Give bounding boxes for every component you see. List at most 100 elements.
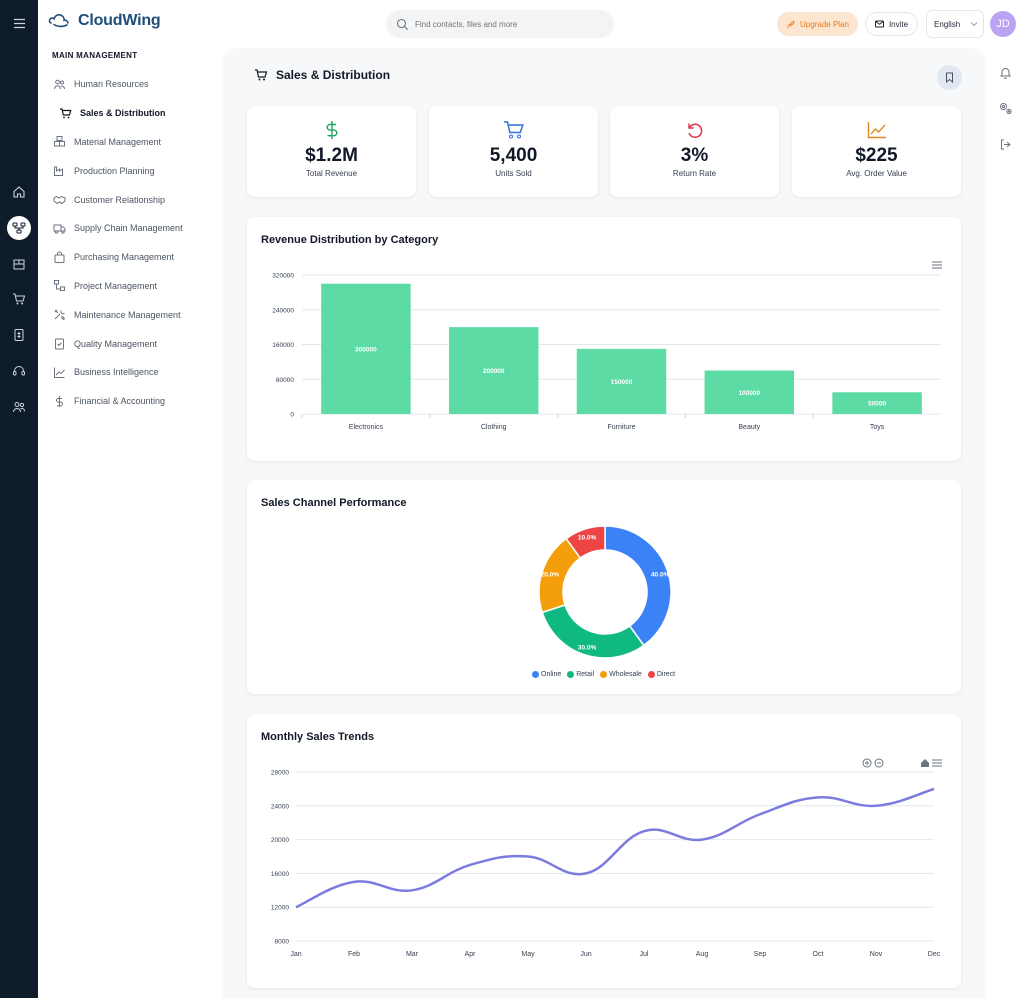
- language-select[interactable]: English: [926, 10, 984, 38]
- legend-item[interactable]: Online: [532, 671, 561, 678]
- x-tick-label: Feb: [348, 951, 360, 958]
- bar[interactable]: [832, 392, 922, 414]
- bar[interactable]: [321, 283, 411, 414]
- x-tick-label: Oct: [813, 951, 824, 958]
- chevron-down-icon: [970, 22, 978, 27]
- search-bar[interactable]: [386, 10, 614, 38]
- left-rail: [0, 0, 38, 998]
- legend-item[interactable]: Retail: [567, 671, 594, 678]
- kpi-label: Avg. Order Value: [846, 169, 907, 178]
- sidebar-item-business-intelligence[interactable]: Business Intelligence: [52, 358, 217, 387]
- cart-icon[interactable]: [7, 287, 31, 311]
- search-input[interactable]: [415, 19, 595, 29]
- bag-icon: [52, 250, 66, 264]
- logout-icon[interactable]: [997, 136, 1013, 152]
- invite-button[interactable]: Invite: [865, 12, 918, 36]
- undo-icon: [685, 120, 705, 140]
- slice-value-label: 10.0%: [578, 534, 597, 541]
- team-icon[interactable]: [7, 395, 31, 419]
- series-line[interactable]: [295, 787, 935, 909]
- boxes-icon[interactable]: [7, 252, 31, 276]
- x-tick-label: Mar: [406, 951, 419, 958]
- invite-label: Invite: [888, 19, 909, 29]
- sidebar-item-project[interactable]: Project Management: [52, 272, 217, 301]
- x-tick-label: Aug: [696, 951, 709, 958]
- kpi-card-return-rate: 3% Return Rate: [610, 106, 779, 197]
- x-tick-label: Nov: [870, 951, 883, 958]
- bell-icon[interactable]: [997, 64, 1013, 80]
- sidebar-item-material-management[interactable]: Material Management: [52, 128, 217, 157]
- sidebar-section-label: MAIN MANAGEMENT: [52, 51, 138, 60]
- sidebar-item-supply-chain[interactable]: Supply Chain Management: [52, 214, 217, 243]
- sidebar-item-production-planning[interactable]: Production Planning: [52, 156, 217, 185]
- legend-item[interactable]: Wholesale: [600, 671, 642, 678]
- brand-logo[interactable]: CloudWing: [48, 12, 161, 30]
- rocket-icon: [787, 20, 795, 28]
- settings-icon[interactable]: [997, 100, 1013, 116]
- sidebar-item-human-resources[interactable]: Human Resources: [52, 70, 217, 99]
- brand-name: CloudWing: [78, 12, 161, 29]
- kpi-value: $225: [855, 145, 898, 166]
- sidebar-item-quality[interactable]: Quality Management: [52, 329, 217, 358]
- mail-icon: [874, 20, 884, 28]
- zoom-in-icon[interactable]: [862, 758, 872, 768]
- sidebar-item-purchasing[interactable]: Purchasing Management: [52, 243, 217, 272]
- handshake-icon: [52, 193, 66, 207]
- legend-item[interactable]: Direct: [647, 671, 675, 678]
- sidebar-item-financial[interactable]: Financial & Accounting: [52, 387, 217, 416]
- chart-legend: Online Retail Wholesale Direct: [532, 671, 675, 678]
- y-tick-label: 28000: [271, 770, 289, 777]
- sidebar-item-label: Project Management: [74, 280, 158, 291]
- kpi-label: Total Revenue: [305, 169, 358, 178]
- avatar[interactable]: JD: [990, 11, 1016, 37]
- kpi-value: 3%: [680, 145, 709, 166]
- home-icon[interactable]: [7, 180, 31, 204]
- pie-slice[interactable]: [604, 525, 672, 647]
- cart-icon: [58, 106, 72, 120]
- bar-value-label: 200000: [483, 368, 505, 375]
- chart-menu-icon[interactable]: [932, 759, 942, 767]
- x-tick-label: Electronics: [349, 424, 384, 431]
- x-tick-label: Apr: [465, 951, 477, 958]
- chart-menu-icon[interactable]: [932, 261, 942, 269]
- project-icon: [52, 279, 66, 293]
- sidebar-item-label: Supply Chain Management: [74, 223, 183, 234]
- truck-icon: [52, 221, 66, 235]
- legend-label: Retail: [576, 671, 595, 678]
- trend-icon: [867, 120, 887, 140]
- dollar-icon: [52, 394, 66, 408]
- sidebar-item-label: Purchasing Management: [74, 252, 175, 263]
- reset-home-icon[interactable]: [921, 759, 929, 767]
- x-tick-label: Sep: [754, 951, 767, 958]
- bar-value-label: 150000: [611, 379, 633, 386]
- slice-value-label: 30.0%: [578, 645, 597, 652]
- revenue-distribution-card: Revenue Distribution by Category 0 80000 1…: [247, 217, 961, 461]
- invoice-icon[interactable]: [7, 323, 31, 347]
- sidebar-item-maintenance[interactable]: Maintenance Management: [52, 300, 217, 329]
- clipboard-check-icon: [52, 337, 66, 351]
- slice-value-label: 20.0%: [541, 572, 560, 579]
- zoom-out-icon[interactable]: [874, 758, 884, 768]
- support-icon[interactable]: [7, 359, 31, 383]
- network-icon[interactable]: [7, 216, 31, 240]
- bar[interactable]: [448, 327, 539, 414]
- sidebar-item-customer-relationship[interactable]: Customer Relationship: [52, 185, 217, 214]
- bar-value-label: 300000: [355, 346, 377, 353]
- sidebar-item-label: Production Planning: [74, 165, 155, 176]
- upgrade-plan-button[interactable]: Upgrade Plan: [777, 12, 858, 36]
- kpi-value: $1.2M: [305, 145, 358, 166]
- users-icon: [52, 77, 66, 91]
- x-tick-label: Jun: [580, 951, 591, 958]
- sidebar-item-label: Customer Relationship: [74, 194, 166, 205]
- pie-slice[interactable]: [565, 525, 606, 560]
- cart-icon: [255, 69, 268, 81]
- bar[interactable]: [576, 348, 667, 414]
- bookmark-button[interactable]: [937, 65, 962, 90]
- bar[interactable]: [704, 370, 795, 414]
- y-tick-label: 8000: [275, 939, 290, 946]
- kpi-card-avg-order-value: $225 Avg. Order Value: [792, 106, 961, 197]
- hamburger-menu-icon[interactable]: [7, 11, 31, 35]
- sidebar-item-sales-distribution[interactable]: Sales & Distribution: [52, 99, 217, 128]
- kpi-label: Return Rate: [672, 169, 717, 178]
- y-tick-label: 0: [290, 412, 294, 419]
